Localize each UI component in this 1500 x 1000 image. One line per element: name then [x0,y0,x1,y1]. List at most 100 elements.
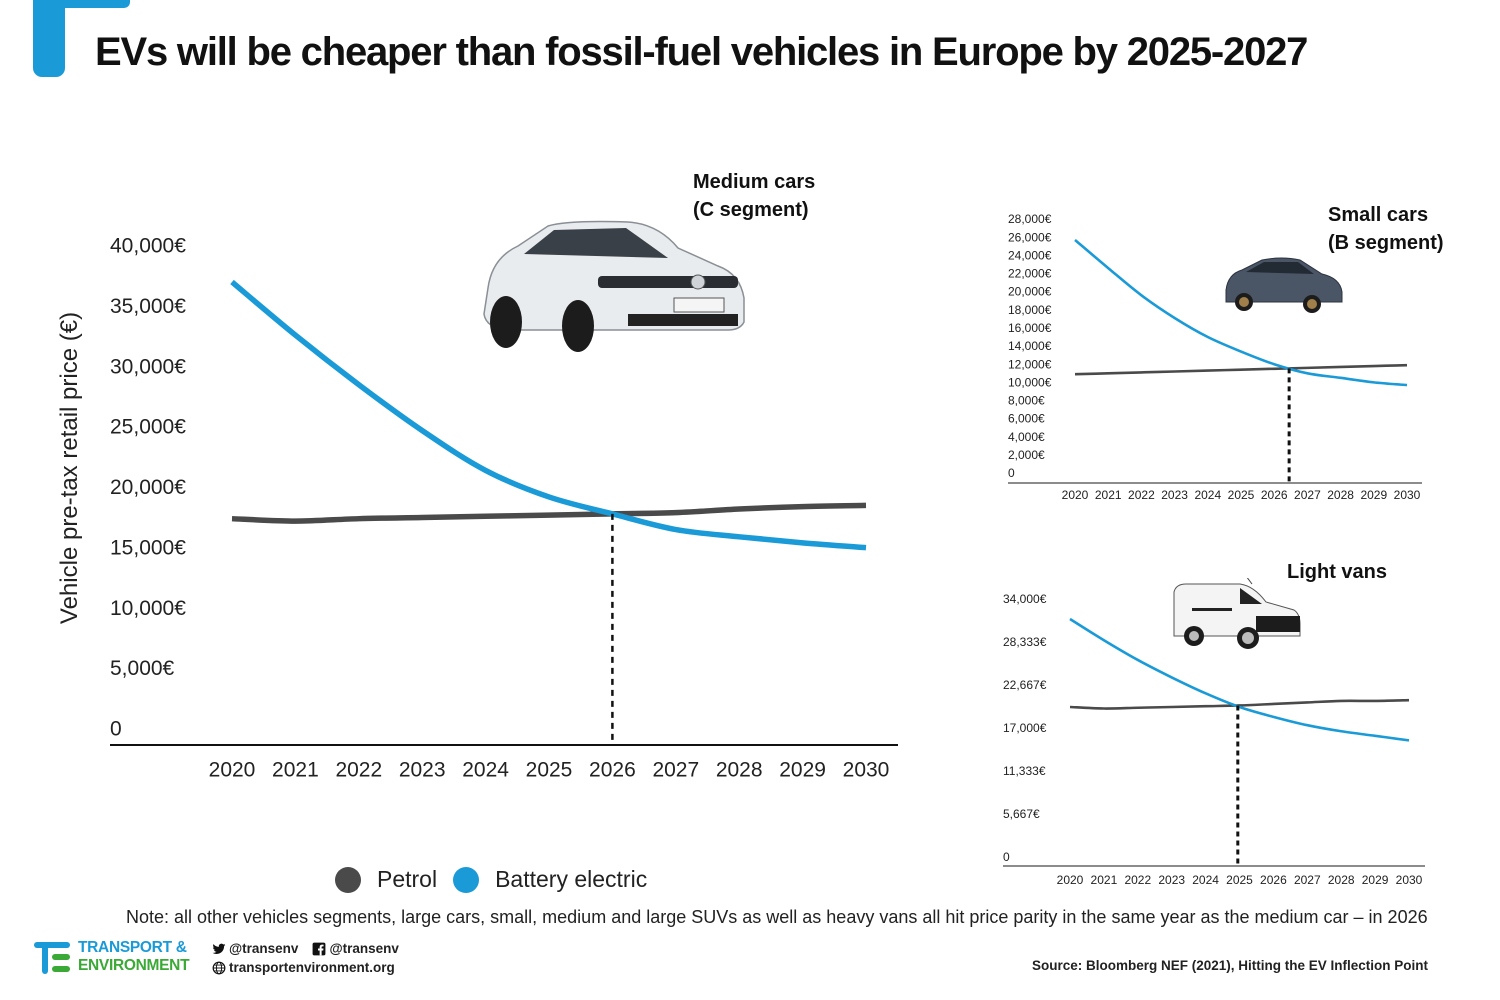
small-series-line-battery-electric [1074,238,1408,387]
facebook-icon [313,942,326,955]
footnote: Note: all other vehicles segments, large… [126,907,1428,927]
legend-item-petrol: Petrol [335,866,453,893]
small-car-photo [1225,257,1343,313]
medium-x-tick-label: 2021 [272,759,319,782]
header-accent-bar-top [33,0,130,8]
vans-x-tick-label: 2025 [1226,873,1253,887]
medium-x-tick-label: 2027 [652,759,699,782]
twitter-icon [212,943,226,954]
small-y-tick-label: 14,000€ [1008,339,1052,353]
medium-y-tick-label: 10,000€ [110,597,186,620]
small-y-tick-label: 10,000€ [1008,375,1052,389]
medium-y-tick-label: 25,000€ [110,416,186,439]
vans-y-tick-label: 22,667€ [1003,678,1047,692]
chart-title-line: Light vans [1287,561,1388,583]
legend-swatch-petrol [335,866,361,893]
social-links: @transenv @transenv transportenvironment… [212,939,399,977]
te-logo-icon [34,940,70,974]
medium-y-tick-label: 30,000€ [110,355,186,378]
small-y-tick-label: 12,000€ [1008,357,1052,371]
small-x-tick-label: 2024 [1194,488,1221,502]
vans-y-tick-label: 28,333€ [1003,635,1047,649]
chart-title-small-cars: Small cars (B segment) [1328,201,1444,257]
vans-x-tick-label: 2027 [1294,873,1321,887]
small-y-tick-label: 16,000€ [1008,321,1052,335]
medium-x-tick-label: 2028 [716,759,763,782]
light-van-photo [1173,578,1301,649]
small-y-tick-label: 2,000€ [1008,448,1045,462]
vans-x-tick-label: 2022 [1124,873,1151,887]
legend: Petrol Battery electric [335,866,663,893]
chart-title-medium-cars: Medium cars (C segment) [693,168,815,224]
medium-y-tick-label: 35,000€ [110,295,186,318]
medium-x-tick-label: 2022 [335,759,382,782]
vans-x-tick-label: 2029 [1362,873,1389,887]
small-y-tick-label: 24,000€ [1008,248,1052,262]
small-y-tick-label: 4,000€ [1008,430,1045,444]
brand-name-line1: TRANSPORT & [78,939,187,956]
vans-x-tick-label: 2030 [1396,873,1423,887]
medium-car-photo [483,220,745,352]
medium-y-tick-label: 5,000€ [110,657,175,680]
medium-series-line-petrol [231,502,867,524]
small-y-tick-label: 22,000€ [1008,267,1052,281]
source-citation: Source: Bloomberg NEF (2021), Hitting th… [1031,958,1428,973]
medium-x-tick-label: 2025 [526,759,573,782]
small-x-tick-label: 2029 [1360,488,1387,502]
website-link[interactable]: transportenvironment.org [229,960,395,975]
small-x-tick-label: 2020 [1062,488,1089,502]
vans-series-line-battery-electric [1069,617,1410,742]
small-y-tick-label: 28,000€ [1008,212,1052,226]
chart-title-light-vans: Light vans [1287,558,1387,586]
small-x-tick-label: 2021 [1095,488,1122,502]
vans-x-tick-label: 2026 [1260,873,1287,887]
legend-swatch-battery-electric [453,866,480,893]
medium-y-tick-label: 15,000€ [110,536,186,559]
medium-y-tick-label: 40,000€ [110,235,186,258]
legend-label: Petrol [377,866,438,892]
small-series-line-petrol [1074,363,1408,376]
small-x-tick-label: 2028 [1327,488,1354,502]
small-y-tick-label: 8,000€ [1008,394,1045,408]
small-x-tick-label: 2026 [1261,488,1288,502]
medium-y-tick-label: 20,000€ [110,476,186,499]
chart-title-line: (B segment) [1328,232,1444,254]
vans-y-tick-label: 11,333€ [1003,764,1046,778]
medium-x-tick-label: 2026 [589,759,636,782]
vans-x-tick-label: 2028 [1328,873,1355,887]
medium-x-tick-label: 2023 [399,759,446,782]
medium-y-tick-label: 0 [110,718,122,741]
medium-x-tick-label: 2030 [843,759,890,782]
chart-title-line: (C segment) [693,199,809,221]
small-y-tick-label: 26,000€ [1008,230,1052,244]
facebook-handle-link[interactable]: @transenv [329,941,399,956]
chart-title-line: Medium cars [693,171,816,193]
small-y-tick-label: 0 [1008,466,1015,480]
small-x-tick-label: 2030 [1394,488,1421,502]
brand-logo[interactable]: TRANSPORT & ENVIRONMENT [34,939,190,975]
vans-y-tick-label: 0 [1003,850,1010,864]
vans-x-tick-label: 2020 [1057,873,1084,887]
globe-icon [212,961,226,974]
twitter-handle-link[interactable]: @transenv [229,941,299,956]
header-accent-bar [33,0,65,77]
medium-x-tick-label: 2020 [209,759,256,782]
vans-y-tick-label: 34,000€ [1003,592,1047,606]
small-y-tick-label: 6,000€ [1008,412,1045,426]
chart-title-line: Small cars [1328,204,1429,226]
small-x-tick-label: 2022 [1128,488,1155,502]
legend-label: Battery electric [495,866,648,892]
medium-x-tick-label: 2024 [462,759,509,782]
vans-x-tick-label: 2023 [1158,873,1185,887]
medium-series-line-battery-electric [230,279,867,551]
small-x-tick-label: 2023 [1161,488,1188,502]
brand-name-line2: ENVIRONMENT [78,957,190,974]
small-y-tick-label: 18,000€ [1008,303,1052,317]
small-x-tick-label: 2027 [1294,488,1321,502]
medium-x-tick-label: 2029 [779,759,826,782]
vans-y-tick-label: 5,667€ [1003,807,1040,821]
legend-item-battery-electric: Battery electric [453,866,663,893]
small-y-tick-label: 20,000€ [1008,285,1052,299]
vans-x-tick-label: 2024 [1192,873,1219,887]
